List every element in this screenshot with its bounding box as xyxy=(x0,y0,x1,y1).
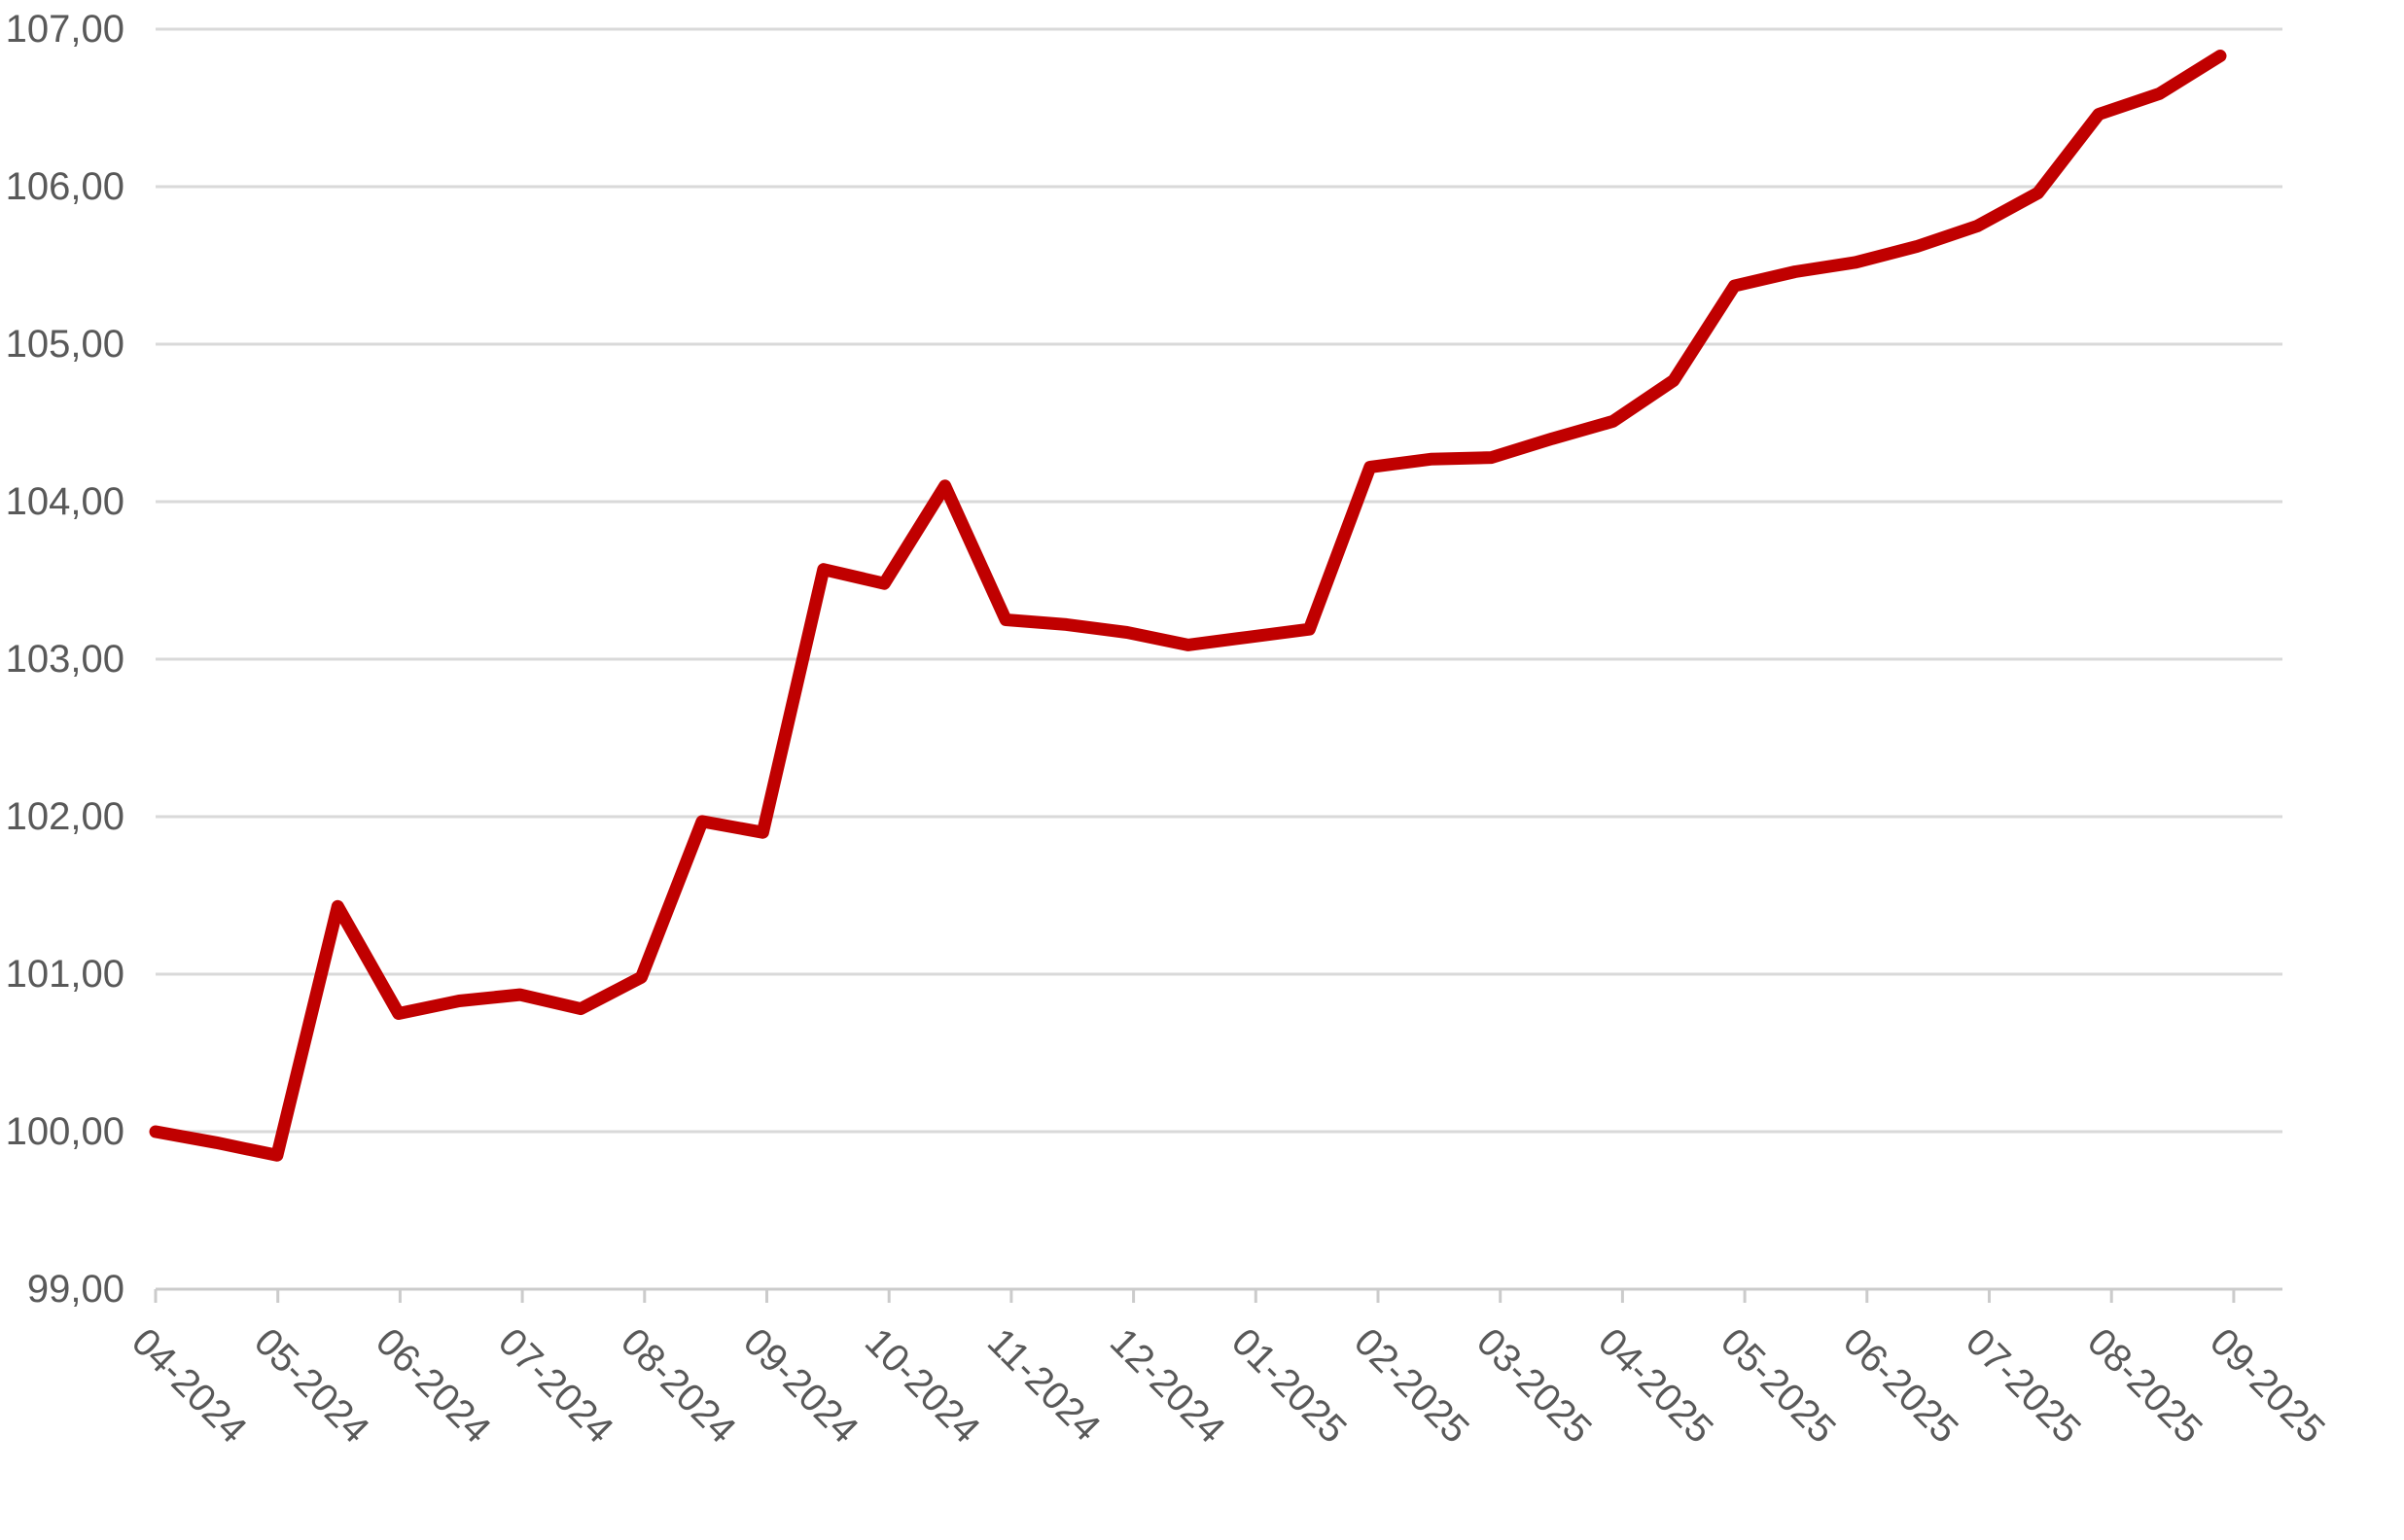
data-series-line xyxy=(149,50,2227,1162)
y-axis-label: 99,00 xyxy=(26,1268,124,1311)
y-axis-label: 103,00 xyxy=(5,638,124,681)
y-axis-label: 105,00 xyxy=(5,323,124,366)
y-axis-label: 107,00 xyxy=(5,8,124,51)
y-axis-label: 102,00 xyxy=(5,795,124,838)
y-axis-label: 100,00 xyxy=(5,1110,124,1153)
y-axis-label: 101,00 xyxy=(5,953,124,996)
y-axis-label: 106,00 xyxy=(5,165,124,208)
y-axis-label: 104,00 xyxy=(5,480,124,523)
